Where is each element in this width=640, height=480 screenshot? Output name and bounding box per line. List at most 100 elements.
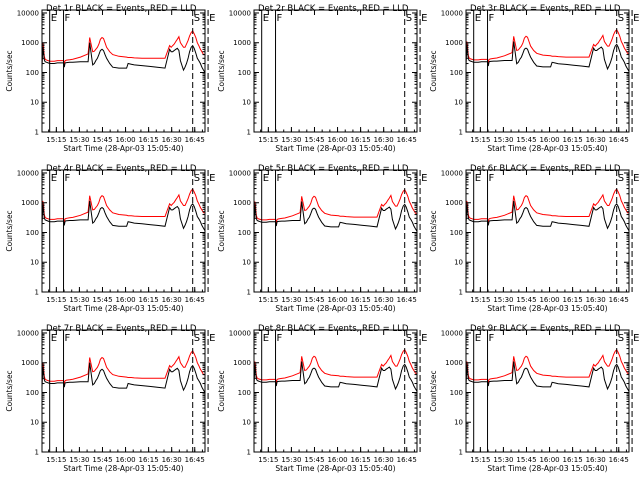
y-tick-label: 100 bbox=[26, 69, 39, 77]
series-events-line bbox=[466, 200, 629, 231]
marker-label: F bbox=[277, 13, 283, 24]
marker-label: F bbox=[65, 173, 71, 184]
x-tick-label: 15:30 bbox=[281, 456, 301, 464]
y-tick-label: 1000 bbox=[445, 199, 463, 207]
marker-label: E bbox=[633, 333, 639, 344]
x-axis-label: Start Time (28-Apr-03 15:05:40) bbox=[487, 304, 607, 313]
y-tick-label: 10 bbox=[242, 419, 251, 427]
y-tick-label: 100 bbox=[238, 389, 251, 397]
series-lld-line bbox=[466, 348, 629, 385]
y-tick-label: 10000 bbox=[229, 169, 251, 177]
x-tick-label: 16:15 bbox=[351, 456, 371, 464]
marker-label: E bbox=[51, 13, 57, 24]
y-tick-label: 1 bbox=[459, 449, 463, 457]
y-axis-label: Counts/sec bbox=[429, 370, 438, 411]
marker-label: F bbox=[65, 333, 71, 344]
x-tick-label: 16:30 bbox=[162, 296, 182, 304]
marker-label: F bbox=[277, 333, 283, 344]
x-tick-label: 16:15 bbox=[563, 456, 583, 464]
marker-label: F bbox=[489, 173, 495, 184]
marker-label: E bbox=[421, 333, 427, 344]
y-tick-label: 1 bbox=[35, 449, 39, 457]
y-tick-label: 10 bbox=[30, 99, 39, 107]
panel-title: Det 1r BLACK = Events, RED = LLD bbox=[46, 4, 197, 14]
marker-label: E bbox=[633, 173, 639, 184]
y-tick-label: 10 bbox=[454, 99, 463, 107]
x-tick-label: 15:45 bbox=[516, 456, 536, 464]
marker-label: E bbox=[421, 173, 427, 184]
y-tick-label: 10000 bbox=[17, 9, 39, 17]
y-axis-label: Counts/sec bbox=[217, 370, 226, 411]
y-axis-label: Counts/sec bbox=[217, 210, 226, 251]
marker-label: E bbox=[51, 173, 57, 184]
x-tick-label: 15:15 bbox=[258, 136, 278, 144]
x-tick-label: 16:15 bbox=[139, 136, 159, 144]
y-tick-label: 1 bbox=[459, 289, 463, 297]
x-tick-label: 15:30 bbox=[493, 456, 513, 464]
y-tick-label: 10000 bbox=[229, 329, 251, 337]
y-axis-label: Counts/sec bbox=[429, 50, 438, 91]
x-tick-label: 16:00 bbox=[327, 296, 347, 304]
x-tick-label: 15:30 bbox=[281, 296, 301, 304]
y-axis-label: Counts/sec bbox=[429, 210, 438, 251]
y-tick-label: 1 bbox=[35, 129, 39, 137]
series-lld-line bbox=[466, 28, 629, 65]
y-tick-label: 1000 bbox=[445, 39, 463, 47]
x-tick-label: 15:15 bbox=[46, 296, 66, 304]
marker-label: E bbox=[263, 13, 269, 24]
marker-label: S bbox=[618, 173, 624, 184]
marker-label: E bbox=[263, 173, 269, 184]
x-tick-label: 16:00 bbox=[327, 136, 347, 144]
series-events-line bbox=[254, 361, 417, 392]
x-tick-label: 16:30 bbox=[162, 136, 182, 144]
series-events-line bbox=[42, 42, 205, 73]
plot-frame bbox=[253, 9, 418, 133]
y-tick-label: 1000 bbox=[21, 359, 39, 367]
series-lld-line bbox=[42, 30, 205, 66]
marker-label: S bbox=[618, 13, 624, 24]
x-tick-label: 16:45 bbox=[397, 296, 417, 304]
marker-label: S bbox=[406, 173, 412, 184]
series-events-line bbox=[466, 361, 629, 392]
x-tick-label: 16:45 bbox=[609, 136, 629, 144]
x-tick-label: 15:30 bbox=[69, 456, 89, 464]
x-tick-label: 16:15 bbox=[563, 296, 583, 304]
x-tick-label: 16:30 bbox=[374, 296, 394, 304]
x-tick-label: 16:00 bbox=[115, 296, 135, 304]
x-tick-label: 16:15 bbox=[351, 296, 371, 304]
panel-title: Det 9r BLACK = Events, RED = LLD bbox=[470, 324, 621, 334]
y-tick-label: 100 bbox=[450, 389, 463, 397]
x-tick-label: 16:45 bbox=[185, 296, 205, 304]
marker-label: E bbox=[51, 333, 57, 344]
marker-label: S bbox=[194, 13, 200, 24]
y-axis-label: Counts/sec bbox=[5, 370, 14, 411]
x-tick-label: 16:45 bbox=[397, 136, 417, 144]
series-events-line bbox=[254, 201, 417, 232]
x-tick-label: 16:00 bbox=[539, 136, 559, 144]
x-tick-label: 15:45 bbox=[92, 296, 112, 304]
x-tick-label: 16:45 bbox=[609, 296, 629, 304]
x-tick-label: 15:30 bbox=[493, 296, 513, 304]
plot-frame bbox=[253, 169, 418, 293]
x-tick-label: 16:00 bbox=[539, 296, 559, 304]
x-tick-label: 16:15 bbox=[139, 296, 159, 304]
marker-label: E bbox=[209, 13, 215, 24]
y-axis-label: Counts/sec bbox=[5, 50, 14, 91]
series-lld-line bbox=[254, 188, 417, 225]
y-axis-label: Counts/sec bbox=[217, 50, 226, 91]
x-axis-label: Start Time (28-Apr-03 15:05:40) bbox=[275, 464, 395, 473]
x-tick-label: 15:15 bbox=[258, 296, 278, 304]
x-tick-label: 15:30 bbox=[69, 136, 89, 144]
y-tick-label: 100 bbox=[450, 69, 463, 77]
marker-label: E bbox=[633, 13, 639, 24]
x-tick-label: 15:45 bbox=[304, 456, 324, 464]
